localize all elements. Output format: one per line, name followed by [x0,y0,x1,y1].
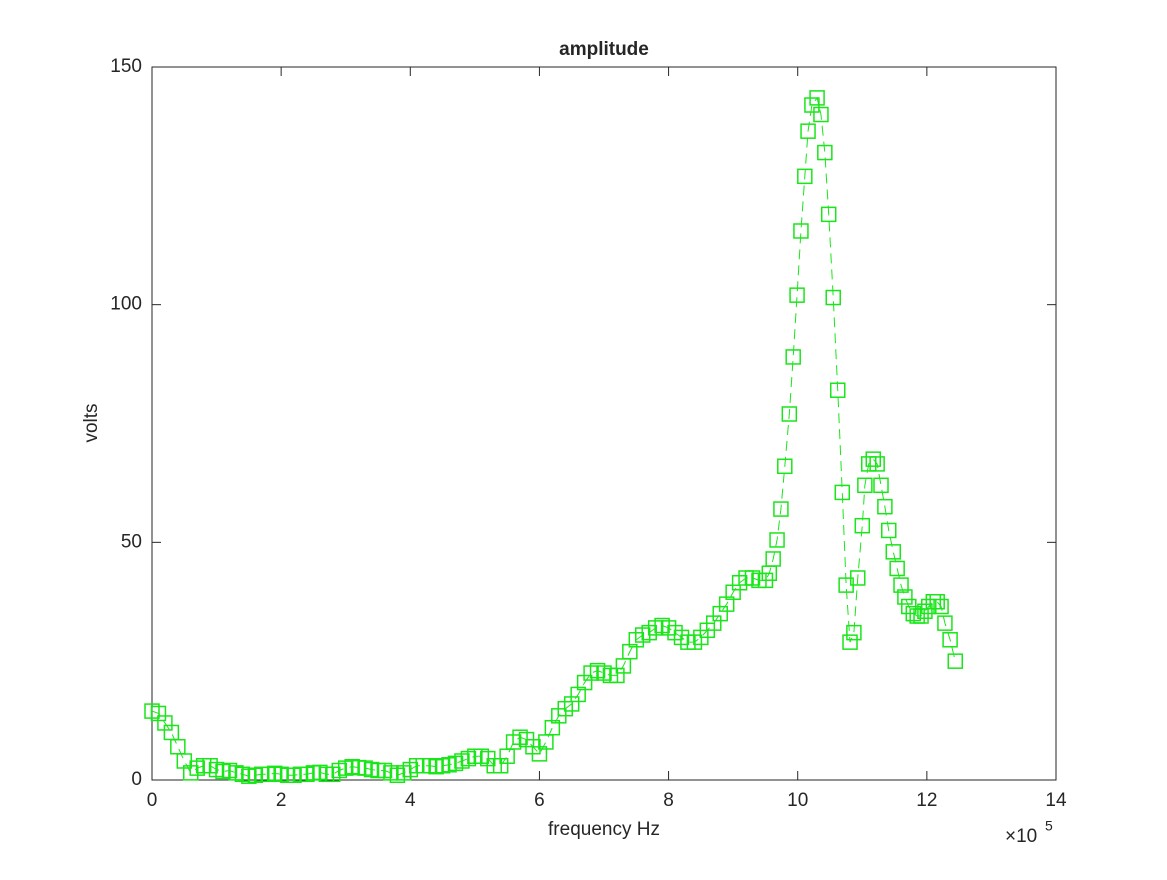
marker [846,624,862,641]
marker [785,349,801,365]
y-axis-label: volts [81,403,102,442]
marker [937,615,953,631]
marker [869,456,885,472]
x-axis-label: frequency Hz [548,819,660,840]
marker [933,598,949,615]
marker [842,634,858,650]
marker [893,577,909,593]
marker [834,484,851,501]
marker [765,551,781,567]
marker [947,653,964,669]
chart-title: amplitude [559,39,649,60]
marker [860,456,877,472]
marker [789,287,805,303]
y-tick-label: 50 [121,531,142,552]
x-tick-label: 0 [147,790,158,811]
marker [829,382,846,398]
marker [877,498,893,515]
marker [881,522,897,539]
marker [813,106,829,123]
marker [854,517,871,534]
marker [865,451,882,467]
marker [917,603,933,620]
x-tick-label: 10 [787,790,808,811]
marker [777,458,793,475]
marker [850,570,866,586]
x-multiplier: ×10 [1005,826,1037,847]
marker [793,223,809,239]
marker [769,532,785,548]
marker [825,289,841,306]
y-tick-label: 100 [110,294,142,315]
marker [809,90,825,106]
marker [929,594,945,610]
marker [781,406,798,422]
marker [885,544,902,560]
x-tick-label: 12 [916,790,937,811]
x-tick-label: 4 [405,790,416,811]
x-tick-label: 8 [663,790,674,811]
x-tick-label: 2 [276,790,287,811]
y-tick-label: 0 [131,769,142,790]
marker [820,206,837,223]
marker [873,477,889,494]
marker [773,501,789,517]
x-multiplier-exponent: 5 [1045,818,1053,834]
marker [797,168,813,185]
marker [800,123,816,139]
x-tick-label: 14 [1045,790,1067,811]
marker [897,589,913,605]
y-tick-label: 150 [110,56,142,77]
marker [942,632,958,648]
x-tick-label: 6 [534,790,545,811]
marker [857,477,873,494]
marker [921,598,937,615]
plot-box [151,66,1057,781]
marker [889,560,905,577]
marker [817,144,833,161]
